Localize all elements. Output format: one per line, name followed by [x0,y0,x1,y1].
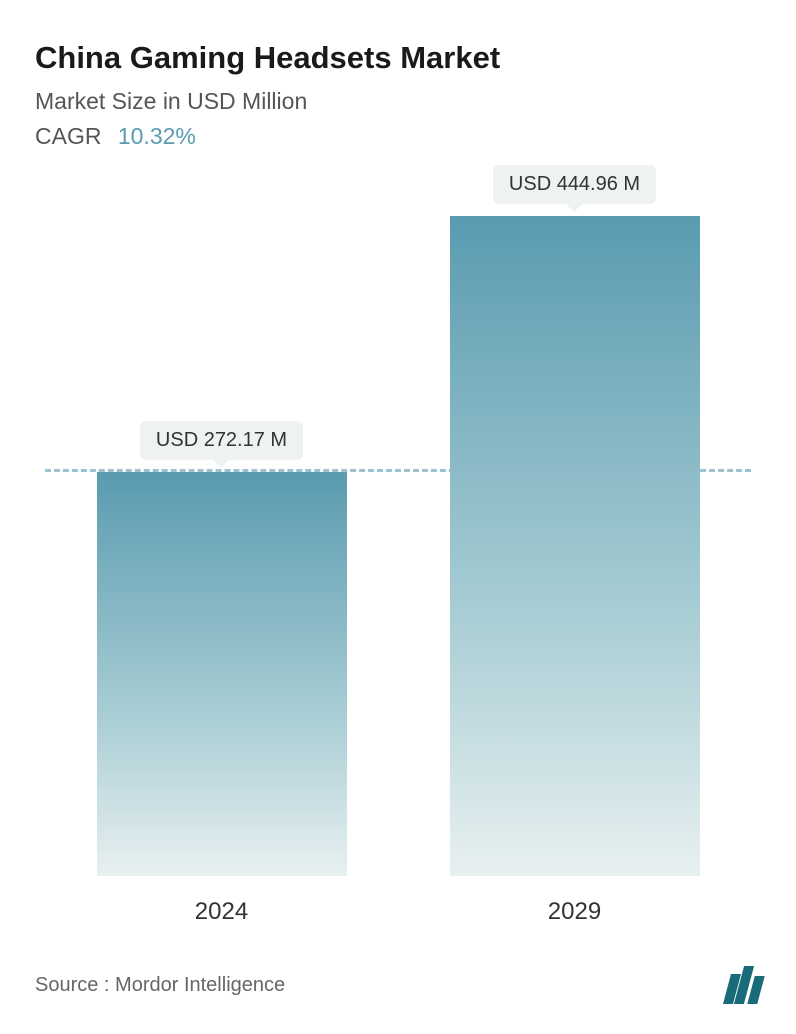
chart-title: China Gaming Headsets Market [35,40,761,76]
brand-logo [727,966,761,1004]
cagr-row: CAGR 10.32% [35,123,761,150]
value-badge: USD 272.17 M [140,421,303,460]
x-axis-label: 2029 [435,898,715,926]
x-axis-labels: 2024 2029 [45,898,751,926]
value-badge: USD 444.96 M [493,165,656,204]
source-text: Source : Mordor Intelligence [35,974,285,997]
bar [97,472,347,876]
bar-group: USD 272.17 M [82,421,362,876]
bars-wrapper: USD 272.17 MUSD 444.96 M [45,190,751,876]
chart-container: China Gaming Headsets Market Market Size… [0,0,796,1034]
x-axis-label: 2024 [82,898,362,926]
bar [450,216,700,876]
footer: Source : Mordor Intelligence [35,956,761,1004]
chart-area: USD 272.17 MUSD 444.96 M 2024 2029 [45,190,751,936]
bar-group: USD 444.96 M [435,165,715,876]
chart-subtitle: Market Size in USD Million [35,88,761,115]
cagr-value: 10.32% [118,123,196,149]
cagr-label: CAGR [35,123,101,149]
